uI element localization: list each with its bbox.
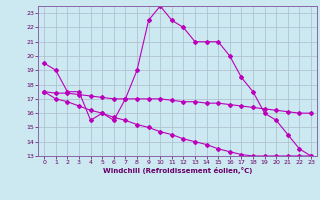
X-axis label: Windchill (Refroidissement éolien,°C): Windchill (Refroidissement éolien,°C): [103, 167, 252, 174]
